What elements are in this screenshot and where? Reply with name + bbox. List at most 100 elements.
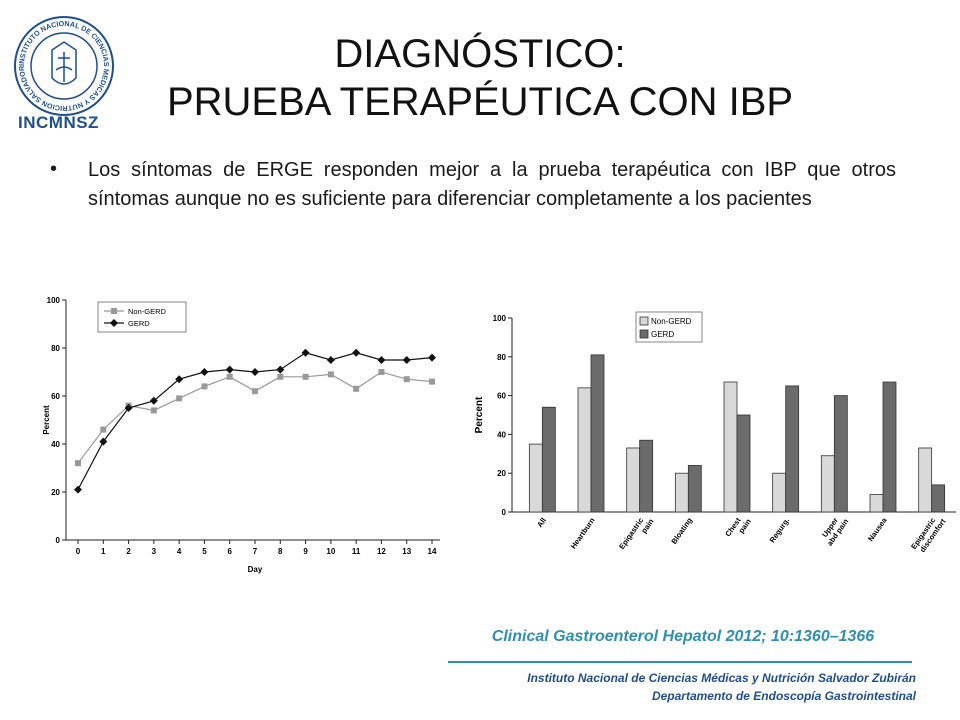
y-axis-label: Percent [42, 405, 51, 435]
page-title: DIAGNÓSTICO: PRUEBA TERAPÉUTICA CON IBP [130, 30, 830, 126]
data-point [403, 376, 410, 383]
x-tick-label: 4 [177, 547, 182, 556]
bar-gerd-5 [785, 385, 800, 513]
bar-non-gerd-3 [674, 472, 689, 513]
x-tick-label: 10 [326, 547, 335, 556]
data-point [352, 348, 361, 357]
legend-swatch [639, 329, 649, 339]
data-point [200, 368, 209, 376]
data-point [326, 356, 335, 364]
x-axis-label: Day [248, 565, 263, 574]
category-label: Nausea [866, 515, 889, 543]
category-label-line: Bloating [669, 516, 694, 546]
y-tick-label: 100 [47, 296, 61, 305]
legend-label: Non-GERD [651, 317, 692, 326]
x-tick-label: 3 [152, 547, 157, 556]
y-tick-label: 0 [502, 508, 507, 517]
bar-gerd-1 [590, 354, 605, 513]
y-tick-label: 80 [51, 344, 60, 353]
bar-gerd-7 [882, 381, 897, 513]
category-label-line: Regurg. [768, 516, 792, 544]
data-point [175, 375, 184, 384]
institute-seal-icon: INSTITUTO NACIONAL DE CIENCIAS MEDICAS Y… [9, 5, 114, 116]
data-point [252, 388, 258, 395]
data-point [353, 385, 360, 392]
data-point [277, 373, 284, 380]
category-label: Bloating [669, 516, 694, 546]
data-point [75, 460, 81, 467]
x-tick-label: 8 [278, 547, 283, 556]
legend-swatch [639, 316, 649, 326]
x-tick-label: 5 [202, 547, 207, 556]
data-point [402, 356, 411, 364]
y-tick-label: 60 [497, 392, 506, 401]
data-point [124, 404, 133, 412]
category-label: Epigastricdiscomfort [909, 511, 948, 556]
category-label: Heartburn [569, 516, 597, 551]
data-point [301, 348, 310, 357]
data-point [74, 485, 82, 494]
category-label: All [535, 516, 548, 529]
data-point [327, 371, 334, 378]
y-tick-label: 40 [497, 430, 506, 439]
footer: Instituto Nacional de Ciencias Médicas y… [527, 669, 916, 705]
bar-gerd-2 [639, 439, 654, 513]
bar-non-gerd-0 [528, 443, 543, 513]
bar-gerd-6 [833, 395, 848, 513]
category-label-line: Epigastric [617, 516, 645, 551]
data-point [428, 353, 436, 362]
data-point [226, 373, 233, 380]
data-point [302, 373, 309, 380]
legend-label: GERD [128, 319, 150, 328]
data-point [149, 396, 158, 405]
y-tick-label: 20 [497, 469, 506, 478]
series-line-1 [77, 371, 433, 464]
bar-non-gerd-5 [772, 472, 787, 513]
category-label: Epigastricpain [617, 512, 656, 556]
y-axis-label: Percent [474, 396, 485, 433]
data-point [150, 407, 157, 414]
title-line-1: DIAGNÓSTICO: [334, 32, 626, 76]
category-label-line: Heartburn [569, 516, 597, 551]
data-point [276, 365, 285, 374]
category-label: Regurg. [768, 516, 792, 544]
y-tick-label: 60 [51, 392, 60, 401]
data-point [251, 368, 259, 376]
data-point [100, 426, 107, 433]
bar-non-gerd-1 [577, 387, 592, 513]
data-point [201, 383, 208, 390]
institute-logo: INSTITUTO NACIONAL DE CIENCIAS MEDICAS Y… [9, 5, 116, 148]
title-line-2: PRUEBA TERAPÉUTICA CON IBP [166, 80, 794, 124]
x-tick-label: 0 [76, 547, 81, 556]
bullet-dot-icon: • [50, 158, 58, 180]
bar-non-gerd-2 [626, 447, 641, 513]
divider [448, 661, 912, 663]
x-tick-label: 13 [402, 547, 411, 556]
x-tick-label: 6 [227, 547, 232, 556]
footer-institute: Instituto Nacional de Ciencias Médicas y… [527, 671, 916, 685]
bullet-text: Los síntomas de ERGE responden mejor a l… [88, 159, 896, 210]
category-label: Upperabd pain [818, 512, 851, 548]
x-tick-label: 9 [303, 547, 308, 556]
bar-non-gerd-4 [723, 381, 738, 513]
legend-label: Non-GERD [128, 307, 167, 316]
data-point [225, 365, 234, 374]
bar-non-gerd-6 [820, 455, 835, 513]
x-tick-label: 7 [253, 547, 258, 556]
y-tick-label: 100 [493, 314, 507, 323]
y-tick-label: 0 [56, 536, 61, 545]
bar-non-gerd-7 [869, 494, 884, 513]
x-tick-label: 12 [377, 547, 386, 556]
bar-gerd-3 [687, 465, 702, 513]
bullet-point: • Los síntomas de ERGE responden mejor a… [50, 156, 896, 214]
y-tick-label: 80 [497, 353, 506, 362]
data-point [99, 437, 108, 446]
x-tick-label: 2 [126, 547, 131, 556]
y-tick-label: 40 [51, 440, 60, 449]
bar-chart-percent-by-symptom: 0 20 40 60 80 100 Percent All Heartburn Epigastri… [474, 311, 956, 556]
bar-gerd-8 [931, 484, 946, 513]
footer-department: Departamento de Endoscopía Gastrointesti… [651, 689, 916, 703]
x-tick-label: 11 [352, 547, 361, 556]
category-label-line: Nausea [866, 515, 889, 543]
